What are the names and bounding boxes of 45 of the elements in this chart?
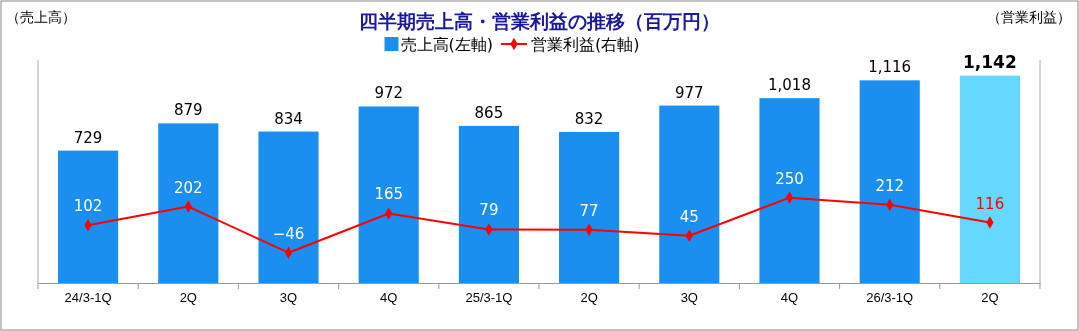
bar xyxy=(58,150,119,283)
x-tick-label: 2Q xyxy=(580,289,598,305)
data-label: 212 xyxy=(875,176,905,195)
y-axis-title: （売上高） xyxy=(6,9,76,25)
data-label: 45 xyxy=(679,207,699,226)
legend-label: 売上高(左軸) xyxy=(400,35,493,54)
data-label: 865 xyxy=(474,103,504,122)
x-tick-label: 3Q xyxy=(279,289,298,305)
bar xyxy=(258,131,319,283)
y2-axis-title: （営業利益） xyxy=(987,9,1071,25)
data-label: 116 xyxy=(975,194,1005,213)
data-label: 879 xyxy=(173,101,203,120)
bar xyxy=(959,75,1020,283)
data-label: 77 xyxy=(579,201,599,220)
data-label: 972 xyxy=(374,84,404,103)
x-tick-label: 3Q xyxy=(680,289,698,305)
data-label: 834 xyxy=(274,109,303,128)
bar xyxy=(759,98,820,283)
data-label: 977 xyxy=(674,83,704,102)
data-label: 79 xyxy=(479,201,499,220)
data-label: 832 xyxy=(574,109,604,128)
chart-title: 四半期売上高・営業利益の推移（百万円） xyxy=(359,10,720,32)
x-tick-label: 24/3-1Q xyxy=(64,289,112,305)
data-label: 729 xyxy=(73,128,103,147)
data-label: −46 xyxy=(272,224,305,243)
legend-label: 営業利益(右軸) xyxy=(530,35,640,54)
bar xyxy=(158,123,219,283)
data-label: 102 xyxy=(73,197,103,216)
data-label: 202 xyxy=(173,178,203,197)
x-tick-label: 4Q xyxy=(780,289,799,305)
bar xyxy=(859,80,920,283)
data-label: 1,018 xyxy=(768,76,811,95)
x-tick-label: 2Q xyxy=(981,289,999,305)
x-tick-label: 26/3-1Q xyxy=(866,289,914,305)
bar xyxy=(458,125,519,283)
bar xyxy=(559,131,620,283)
data-label: 250 xyxy=(775,169,804,188)
bar xyxy=(358,106,419,283)
x-tick-label: 4Q xyxy=(380,289,398,305)
x-tick-label: 2Q xyxy=(179,289,197,305)
bar xyxy=(659,105,720,283)
data-label: 1,142 xyxy=(963,51,1017,72)
data-label: 1,116 xyxy=(868,58,912,77)
x-tick-label: 25/3-1Q xyxy=(465,289,513,305)
data-label: 165 xyxy=(374,185,404,204)
